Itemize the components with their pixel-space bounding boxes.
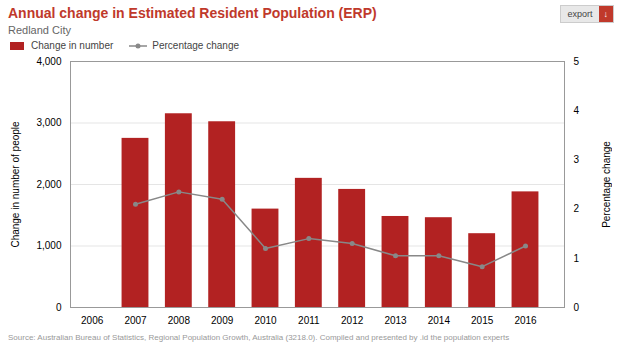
html-text:Change in number: Change in number [31,40,114,51]
svg-text:5: 5 [574,56,580,67]
svg-text:2007: 2007 [124,315,147,326]
html-text:Redland City: Redland City [8,24,71,36]
svg-text:2,000: 2,000 [36,179,61,190]
svg-text:2006: 2006 [81,315,104,326]
svg-text:2009: 2009 [211,315,234,326]
svg-text:0: 0 [574,302,580,313]
svg-text:1,000: 1,000 [36,240,61,251]
svg-text:1: 1 [574,253,580,264]
svg-text:2014: 2014 [428,315,451,326]
html-text:Source: Australian Bureau of S: Source: Australian Bureau of Statistics,… [8,333,510,342]
svg-text:3: 3 [574,154,580,165]
html-text:Annual change in Estimated Res: Annual change in Estimated Resident Popu… [8,5,377,21]
html-text:Percentage change: Percentage change [152,40,239,51]
svg-text:Percentage change: Percentage change [601,141,612,228]
svg-text:2016: 2016 [514,315,537,326]
svg-text:4: 4 [574,105,580,116]
svg-text:2010: 2010 [254,315,277,326]
svg-text:2: 2 [574,203,580,214]
svg-text:3,000: 3,000 [36,117,61,128]
svg-text:2012: 2012 [341,315,364,326]
svg-text:Change in number of people: Change in number of people [10,121,21,248]
svg-text:2008: 2008 [168,315,191,326]
html-text:export: export [567,9,593,19]
svg-text:2015: 2015 [471,315,494,326]
svg-text:0: 0 [56,302,62,313]
svg-text:2011: 2011 [298,315,320,326]
svg-text:4,000: 4,000 [36,56,61,67]
svg-text:2013: 2013 [384,315,407,326]
